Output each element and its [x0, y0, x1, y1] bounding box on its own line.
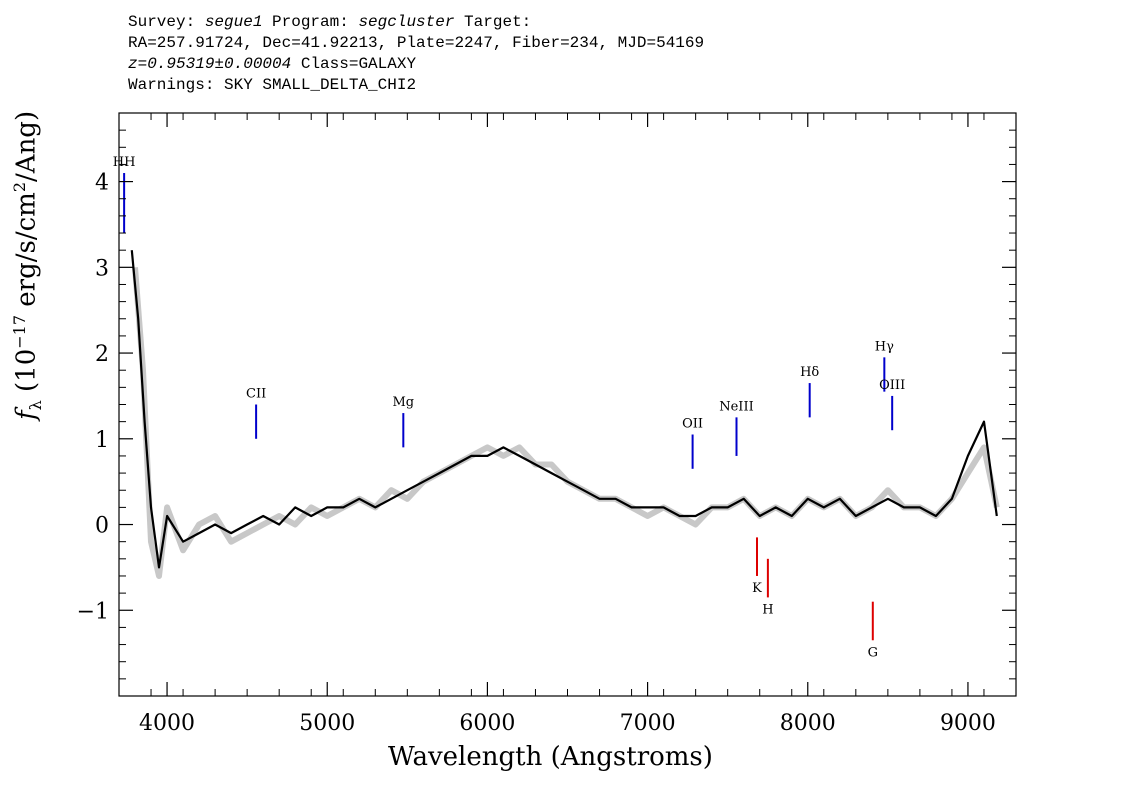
y-label-c: /Ang): [11, 110, 42, 182]
line-label-Mg: Mg: [392, 395, 414, 410]
y-label-a: (10: [11, 348, 42, 401]
x-tick-label: 6000: [459, 711, 515, 736]
line-label-CII: CII: [246, 387, 266, 402]
y-tick-label: 3: [95, 256, 109, 281]
header-line-redshift: z=0.95319±0.00004 Class=GALAXY: [128, 54, 704, 75]
redshift-value: z=0.95319±0.00004: [128, 55, 292, 73]
spectrum-header: Survey: segue1 Program: segcluster Targe…: [128, 12, 704, 96]
survey-label: Survey:: [128, 13, 205, 31]
program-value: segcluster: [358, 13, 455, 31]
y-label-f: f: [11, 410, 42, 420]
line-label-Hγ: Hγ: [875, 339, 894, 354]
series-raw: [132, 267, 1000, 579]
line-label-G: G: [868, 645, 878, 660]
line-label-NeIII: NeIII: [719, 399, 753, 414]
series-layer: [130, 250, 1000, 579]
line-label-OIII: OIII: [879, 378, 905, 393]
x-tick-label: 5000: [299, 711, 355, 736]
y-tick-label: 0: [95, 514, 109, 539]
target-label: Target:: [454, 13, 532, 31]
y-label-sub: λ: [25, 400, 45, 411]
x-tick-label: 7000: [620, 711, 676, 736]
y-label-sup2: 2: [10, 181, 29, 193]
spectral-line-markers: HH CII Mg OII NeIII Hδ Hγ OIII KH G: [113, 155, 905, 660]
header-line-warnings: Warnings: SKY SMALL_DELTA_CHI2: [128, 76, 417, 94]
y-tick-label: 1: [95, 428, 109, 453]
y-label-sup1: −17: [10, 314, 29, 349]
header-line-survey: Survey: segue1 Program: segcluster Targe…: [128, 12, 704, 33]
axes: 4000 5000 6000 7000 8000 9000 −1 0 1 2 3 4: [77, 113, 1017, 736]
x-axis-label: Wavelength (Angstroms): [388, 742, 713, 772]
y-tick-label: 4: [95, 171, 109, 196]
survey-value: segue1: [204, 13, 263, 31]
plot-frame: [118, 112, 1017, 697]
y-tick-label: 2: [95, 342, 109, 367]
line-label-H: H: [762, 602, 773, 617]
y-axis-label: fλ (10−17 erg/s/cm2/Ang): [10, 111, 45, 420]
program-label: Program:: [262, 13, 359, 31]
line-label-OII: OII: [682, 417, 703, 432]
y-label-b: erg/s/cm: [11, 192, 42, 315]
line-label-HH: HH: [113, 155, 136, 170]
class-value: Class=GALAXY: [291, 55, 417, 73]
x-tick-label: 4000: [139, 711, 195, 736]
x-tick-label: 8000: [780, 711, 836, 736]
header-line-coordinates: RA=257.91724, Dec=41.92213, Plate=2247, …: [128, 34, 705, 52]
y-tick-label: −1: [77, 599, 109, 624]
line-label-K: K: [752, 581, 762, 596]
series-smoothed: [130, 250, 998, 569]
x-tick-label: 9000: [940, 711, 996, 736]
line-label-Hδ: Hδ: [800, 365, 819, 380]
